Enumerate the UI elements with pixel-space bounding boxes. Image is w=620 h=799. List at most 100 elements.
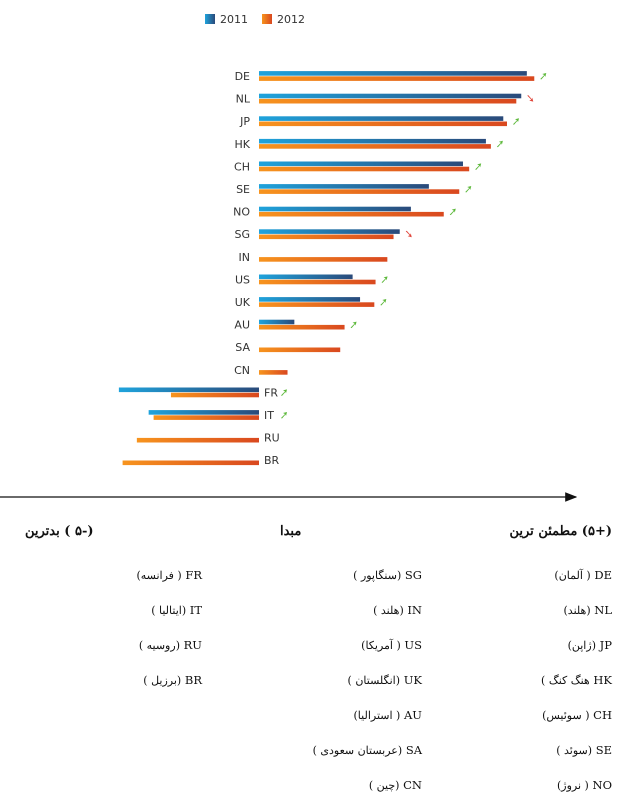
bar-2011-US — [259, 274, 353, 280]
country-code: RU — [183, 638, 202, 652]
country-name: (استرالیا ) — [353, 709, 401, 722]
neutral-row: ( هلند) IN — [373, 603, 422, 617]
country-name: (سوئیس ) — [542, 709, 590, 722]
legend-swatch-2011 — [205, 14, 215, 24]
bar-2012-HK — [259, 144, 491, 149]
trend-up-icon-JP — [513, 118, 519, 125]
country-code: IN — [407, 603, 422, 617]
header-neutral: مبدا — [280, 524, 302, 539]
bar-2012-JP — [259, 121, 507, 127]
country-name: ( انگلستان) — [347, 674, 401, 687]
country-name: (فرانسه ) — [136, 569, 182, 582]
legend: 2011 2012 — [205, 13, 305, 26]
country-name: ( روسیه) — [138, 639, 180, 652]
worst-row: ( ایتالیا) IT — [151, 603, 202, 617]
bar-2011-SG — [259, 229, 400, 234]
category-labels: DE NL JP HK CH SE NO SG IN US UK AU SA CN FR IT RU BR — [233, 70, 280, 467]
bar-2011-JP — [259, 116, 504, 121]
category-label-HK: HK — [235, 138, 251, 151]
category-label-DE: DE — [235, 70, 250, 83]
bar-2012-BR — [122, 460, 259, 466]
country-code: UK — [403, 673, 422, 687]
category-label-FR: FR — [264, 386, 278, 399]
trend-up-icon-HK — [496, 140, 503, 148]
bar-2012-DE — [259, 76, 535, 81]
best-row: (ژاپن) JP — [568, 638, 612, 652]
category-label-BR: BR — [264, 454, 280, 467]
best-row: ( سوئد) SE — [556, 743, 612, 757]
bar-2011-FR — [118, 387, 259, 393]
country-name: ( ایتالیا) — [151, 604, 187, 617]
country-code: AU — [404, 708, 422, 722]
trend-up-icon-SE — [465, 186, 472, 193]
trend-up-icon-US — [381, 276, 388, 283]
legend-label-2012: 2012 — [277, 13, 305, 26]
category-label-JP: JP — [239, 115, 250, 128]
bar-2011-HK — [259, 138, 486, 144]
neutral-row: ( انگلستان) UK — [348, 673, 422, 687]
country-code: JP — [599, 638, 612, 652]
trend-down-icon-NL — [527, 95, 534, 102]
legend-label-2011: 2011 — [220, 13, 248, 26]
country-code: FR — [185, 568, 202, 582]
category-label-IT: IT — [264, 409, 274, 422]
bar-2012-NL — [259, 98, 517, 104]
category-label-SE: SE — [236, 183, 250, 196]
bar-chart: 2011 2012 DE NL JP HK CH SE NO SG IN US UK AU SA CN FR… — [0, 13, 578, 502]
neutral-row: ( سنگاپور) SG — [353, 568, 422, 582]
country-code: CN — [403, 778, 422, 792]
trend-down-icon-SG — [405, 230, 412, 238]
country-name: ( برزیل) — [143, 674, 182, 687]
country-name: (هلند) — [563, 604, 591, 617]
worst-row: ( برزیل) BR — [143, 673, 202, 687]
category-label-CH: CH — [234, 160, 250, 173]
category-label-AU: AU — [234, 319, 250, 332]
country-name: ( هلند) — [373, 604, 404, 617]
country-code: IT — [189, 603, 202, 617]
category-label-CN: CN — [234, 364, 250, 377]
country-name: (آمریکا ) — [361, 639, 401, 652]
best-row: ( هنگ کنگ HK — [541, 673, 612, 687]
trend-arrows — [281, 73, 547, 419]
category-label-IN: IN — [239, 251, 250, 264]
trend-up-icon-NO — [449, 208, 456, 216]
best-row: (نروژ ) NO — [557, 778, 612, 792]
legend-swatch-2012 — [262, 14, 272, 24]
bar-2011-UK — [259, 297, 361, 302]
best-row: (آلمان ) DE — [554, 568, 612, 582]
trend-up-icon-DE — [540, 73, 547, 80]
bar-2011-IT — [148, 410, 259, 415]
neutral-row: ( چین) CN — [369, 778, 422, 792]
bar-2012-NO — [259, 211, 444, 217]
country-name: (ژاپن) — [567, 639, 596, 652]
bar-2012-AU — [259, 324, 345, 330]
trend-up-icon-UK — [380, 299, 387, 306]
neutral-row: ( عربستان سعودی) SA — [313, 743, 422, 757]
trend-up-icon-AU — [350, 321, 357, 329]
bar-2012-SE — [259, 189, 460, 194]
country-name: (آلمان ) — [554, 569, 591, 582]
bar-2011-SE — [259, 184, 429, 189]
country-name: ( سوئد) — [556, 744, 593, 757]
bar-2012-SA — [259, 347, 341, 353]
worst-row: ( روسیه) RU — [139, 638, 202, 652]
category-label-SG: SG — [234, 228, 250, 241]
bar-2011-DE — [259, 71, 527, 76]
bar-2011-NL — [259, 93, 522, 99]
category-label-UK: UK — [235, 296, 251, 309]
header-best: (+۵) مطمئن ترین — [509, 524, 612, 539]
bars-group — [118, 71, 535, 466]
category-label-SA: SA — [235, 341, 250, 354]
country-code: NO — [592, 778, 613, 792]
bar-2012-US — [259, 279, 376, 285]
bar-2011-NO — [259, 206, 411, 212]
country-code: NL — [594, 603, 612, 617]
country-name: ( چین) — [368, 779, 400, 792]
bar-2012-CN — [259, 370, 288, 375]
category-label-NL: NL — [236, 93, 251, 106]
bar-2012-CH — [259, 166, 470, 172]
trend-up-icon-FR — [281, 389, 287, 396]
best-row: (سوئیس ) CH — [542, 708, 612, 722]
country-name: ( عربستان سعودی) — [312, 744, 403, 757]
country-code: BR — [184, 673, 202, 687]
